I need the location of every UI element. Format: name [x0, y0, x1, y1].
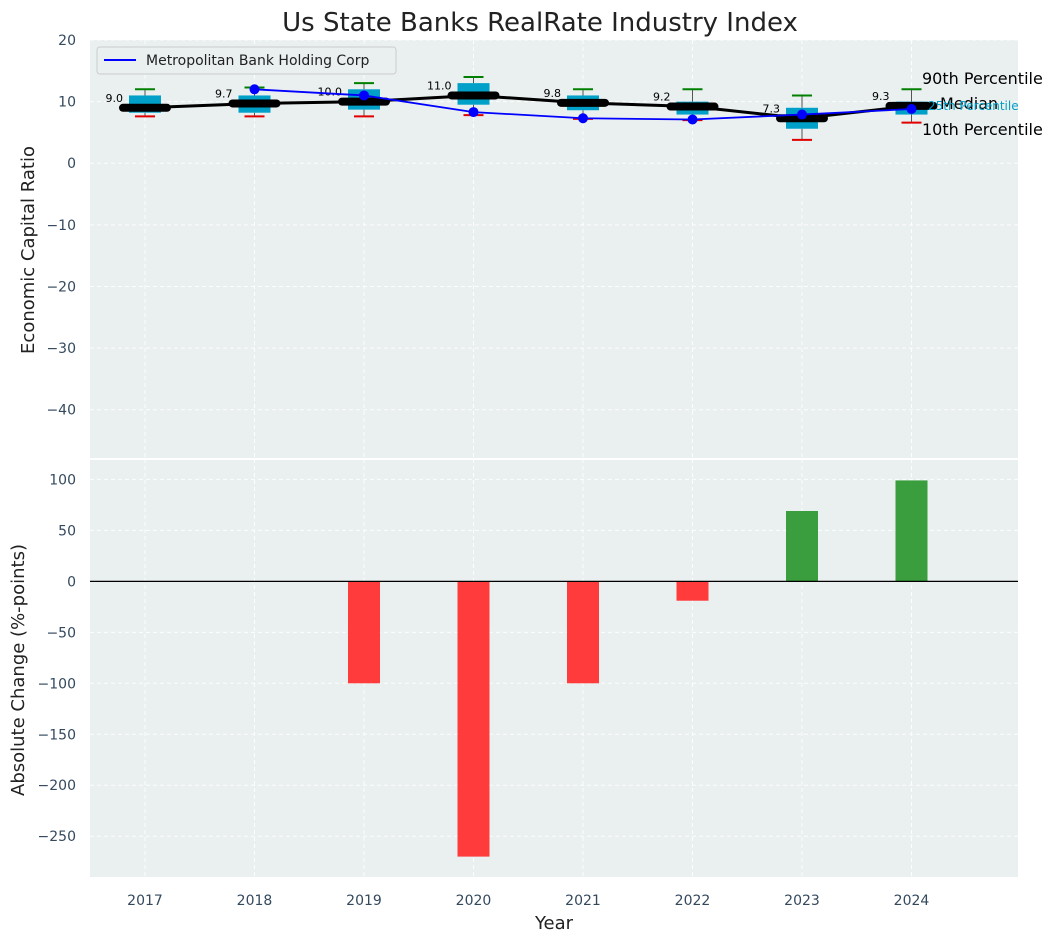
bottom-y-tick-label: 100	[49, 472, 76, 488]
series-point-metropolitan	[687, 114, 698, 125]
x-tick-label: 2020	[456, 893, 492, 909]
top-y-axis-label: Economic Capital Ratio	[18, 146, 39, 354]
annotation-p10: 10th Percentile	[922, 120, 1043, 139]
series-point-metropolitan	[797, 109, 807, 120]
median-value-label: 11.0	[427, 79, 452, 92]
x-tick-label: 2024	[894, 893, 930, 909]
top-y-tick-label: −40	[46, 403, 76, 419]
bottom-y-tick-label: 50	[58, 523, 76, 539]
bottom-y-tick-label: −150	[38, 727, 76, 743]
bottom-y-tick-label: 0	[67, 574, 76, 590]
top-y-tick-label: 10	[58, 95, 76, 111]
legend-box	[96, 46, 397, 75]
x-tick-label: 2022	[675, 893, 711, 909]
series-point-metropolitan	[249, 84, 260, 95]
median-value-label: 9.2	[653, 91, 671, 104]
median-value-label: 9.7	[215, 87, 233, 100]
chart-title: Us State Banks RealRate Industry Index	[282, 8, 798, 38]
top-panel: 20 10 0 −10 −20 −30 −40 9.0 9.7 10.0 11.0 9.8 9.2 7.3…	[46, 33, 1018, 460]
x-tick-label: 2017	[127, 893, 163, 909]
series-point-metropolitan	[359, 90, 369, 101]
x-tick-label: 2021	[565, 893, 601, 909]
bottom-y-tick-label: −250	[38, 829, 76, 845]
median-value-label: 10.0	[318, 86, 343, 99]
legend-entry-metropolitan: Metropolitan Bank Holding Corp	[146, 53, 369, 69]
top-y-tick-label: −10	[46, 218, 76, 234]
x-axis-ticks: 2017 2018 2019 2020 2021 2022 2023 2024	[127, 893, 929, 909]
bottom-y-tick-label: −50	[46, 625, 76, 641]
x-axis-label: Year	[534, 913, 574, 934]
top-y-tick-label: 20	[58, 33, 76, 49]
series-point-metropolitan	[906, 104, 917, 115]
top-y-tick-label: −20	[46, 279, 76, 295]
bottom-y-axis-label: Absolute Change (%-points)	[8, 544, 29, 796]
bottom-panel: 100 50 0 −50 −100 −150 −200 −250	[38, 459, 1018, 877]
top-y-tick-label: 0	[67, 156, 76, 172]
legend: Metropolitan Bank Holding Corp	[96, 46, 397, 75]
change-bar	[348, 581, 380, 684]
change-bar	[786, 510, 818, 582]
change-bar	[457, 581, 490, 857]
top-y-tick-label: −30	[46, 341, 76, 357]
change-bar	[676, 581, 709, 601]
bottom-y-tick-label: −100	[38, 676, 76, 692]
bottom-plot-background	[90, 460, 1018, 877]
median-value-label: 7.3	[763, 102, 781, 115]
series-point-metropolitan	[468, 107, 479, 118]
median-value-label: 9.0	[106, 92, 124, 105]
series-point-metropolitan	[578, 113, 588, 124]
median-value-label: 9.3	[872, 90, 890, 103]
bottom-y-tick-label: −200	[38, 778, 76, 794]
change-bar	[895, 480, 928, 582]
x-tick-label: 2018	[237, 893, 273, 909]
annotation-median: Median	[940, 94, 998, 113]
median-value-label: 9.8	[544, 87, 562, 100]
x-tick-label: 2019	[346, 893, 382, 909]
annotation-p90: 90th Percentile	[922, 69, 1043, 88]
change-bar	[567, 581, 599, 684]
annotation-p25: 25th Percentile	[928, 99, 1019, 113]
x-tick-label: 2023	[784, 893, 820, 909]
